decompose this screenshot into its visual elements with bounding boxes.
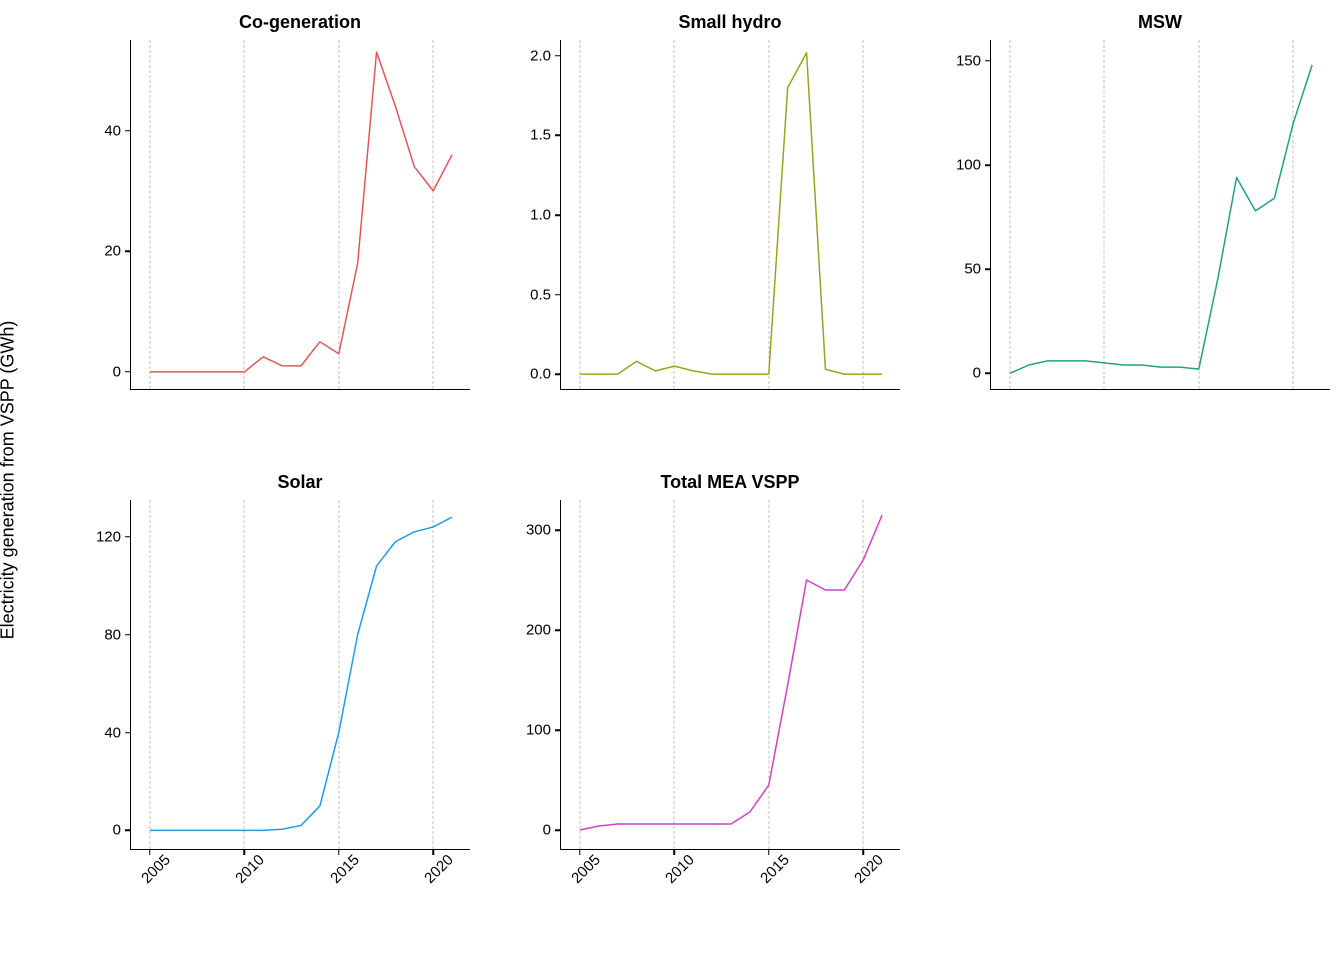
ytick-label: 120 bbox=[96, 528, 131, 545]
xtick-label: 2020 bbox=[421, 851, 457, 887]
ytick-label: 0.5 bbox=[530, 286, 561, 303]
ytick-label: 0 bbox=[113, 822, 131, 839]
ytick-label: 1.0 bbox=[530, 207, 561, 224]
ytick-label: 40 bbox=[104, 724, 131, 741]
plot-area: 02040 bbox=[130, 40, 470, 390]
line-series bbox=[131, 40, 471, 390]
ytick-label: 40 bbox=[104, 122, 131, 139]
figure: Electricity generation from VSPP (GWh) C… bbox=[0, 0, 1344, 960]
series-line bbox=[580, 515, 882, 830]
line-series bbox=[561, 40, 901, 390]
plot-area: 01002003002005201020152020 bbox=[560, 500, 900, 850]
panel-title: Co-generation bbox=[239, 12, 361, 33]
plot-area: 040801202005201020152020 bbox=[130, 500, 470, 850]
xtick-label: 2005 bbox=[138, 851, 174, 887]
panel-msw: MSW050100150 bbox=[990, 40, 1330, 390]
ytick-label: 2.0 bbox=[530, 47, 561, 64]
ytick-label: 0 bbox=[113, 363, 131, 380]
ytick-label: 0.0 bbox=[530, 366, 561, 383]
panel-small-hydro: Small hydro0.00.51.01.52.0 bbox=[560, 40, 900, 390]
ytick-label: 100 bbox=[956, 157, 991, 174]
series-line bbox=[150, 517, 452, 830]
line-series bbox=[561, 500, 901, 850]
series-line bbox=[150, 52, 452, 372]
xtick-label: 2020 bbox=[851, 851, 887, 887]
ytick-label: 80 bbox=[104, 626, 131, 643]
xtick-label: 2005 bbox=[568, 851, 604, 887]
line-series bbox=[131, 500, 471, 850]
plot-area: 050100150 bbox=[990, 40, 1330, 390]
panel-solar: Solar040801202005201020152020 bbox=[130, 500, 470, 850]
ytick-label: 0 bbox=[543, 822, 561, 839]
plot-area: 0.00.51.01.52.0 bbox=[560, 40, 900, 390]
ytick-label: 0 bbox=[973, 365, 991, 382]
ytick-label: 50 bbox=[964, 261, 991, 278]
xtick-label: 2010 bbox=[233, 851, 269, 887]
panel-title: Solar bbox=[277, 472, 322, 493]
xtick-label: 2010 bbox=[663, 851, 699, 887]
panel-title: Total MEA VSPP bbox=[660, 472, 799, 493]
panel-title: Small hydro bbox=[678, 12, 781, 33]
ytick-label: 300 bbox=[526, 522, 561, 539]
ytick-label: 100 bbox=[526, 722, 561, 739]
series-line bbox=[580, 53, 882, 374]
xtick-label: 2015 bbox=[327, 851, 363, 887]
ytick-label: 1.5 bbox=[530, 127, 561, 144]
panel-cogeneration: Co-generation02040 bbox=[130, 40, 470, 390]
y-axis-label: Electricity generation from VSPP (GWh) bbox=[0, 321, 19, 640]
xtick-label: 2015 bbox=[757, 851, 793, 887]
series-line bbox=[1010, 65, 1312, 373]
panel-total-mea-vspp: Total MEA VSPP01002003002005201020152020 bbox=[560, 500, 900, 850]
ytick-label: 150 bbox=[956, 52, 991, 69]
ytick-label: 20 bbox=[104, 243, 131, 260]
ytick-label: 200 bbox=[526, 622, 561, 639]
panel-title: MSW bbox=[1138, 12, 1182, 33]
line-series bbox=[991, 40, 1331, 390]
